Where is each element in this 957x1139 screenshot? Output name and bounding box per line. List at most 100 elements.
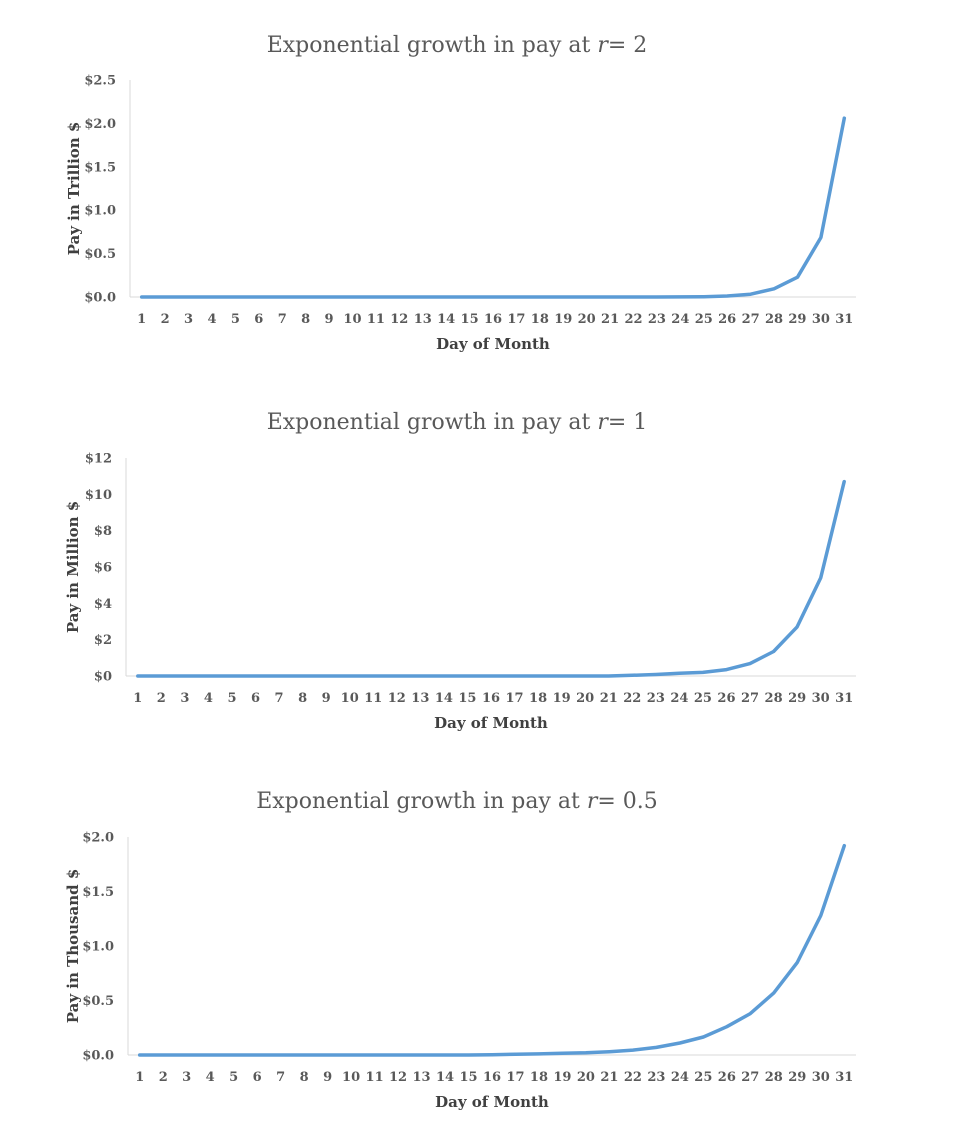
y-tick-label: $2.5 [84, 74, 116, 89]
x-tick-label: 14 [436, 1070, 454, 1085]
x-tick-label: 30 [812, 691, 830, 706]
x-tick-label: 17 [506, 1070, 524, 1085]
x-tick-label: 7 [276, 1070, 285, 1085]
x-tick-label: 25 [694, 1070, 712, 1085]
x-tick-label: 6 [251, 691, 260, 706]
x-tick-label: 4 [204, 691, 213, 706]
x-tick-label: 18 [530, 1070, 548, 1085]
x-tick-label: 31 [835, 691, 853, 706]
x-tick-label: 9 [322, 691, 331, 706]
x-tick-label: 2 [161, 312, 170, 327]
x-tick-label: 11 [364, 691, 382, 706]
x-tick-label: 27 [741, 1070, 759, 1085]
x-tick-label: 4 [206, 1070, 215, 1085]
y-axis-label: Pay in Trillion $ [65, 122, 83, 256]
x-tick-label: 12 [388, 691, 406, 706]
x-tick-label: 30 [812, 312, 830, 327]
x-tick-label: 9 [323, 1070, 332, 1085]
y-tick-label: $2 [94, 633, 112, 648]
x-tick-label: 15 [461, 312, 479, 327]
series-line [136, 479, 846, 678]
x-tick-label: 28 [765, 1070, 783, 1085]
x-tick-label: 26 [718, 312, 736, 327]
x-tick-label: 25 [694, 691, 712, 706]
y-tick-label: $1.5 [84, 160, 116, 175]
chart-r2: Exponential growth in pay at r= 2 $0.0 $0.… [0, 10, 957, 380]
x-tick-label: 11 [366, 1070, 384, 1085]
x-tick-label: 8 [298, 691, 307, 706]
chart-r1: Exponential growth in pay at r= 1 $0 $2 $4 $… [0, 389, 957, 759]
y-tick-label: $0.0 [84, 291, 116, 306]
x-tick-label: 27 [741, 691, 759, 706]
x-tick-label: 3 [182, 1070, 191, 1085]
x-tick-label: 23 [648, 312, 666, 327]
x-tick-label: 17 [507, 312, 525, 327]
x-tick-label: 1 [137, 312, 146, 327]
x-tick-label: 13 [414, 312, 432, 327]
x-tick-label: 29 [788, 1070, 806, 1085]
chart-title: Exponential growth in pay at r= 1 [267, 410, 648, 435]
x-tick-label: 24 [671, 1070, 689, 1085]
y-tick-label: $1.0 [84, 204, 116, 219]
chart-r05: Exponential growth in pay at r= 0.5 $0.0 $… [0, 768, 957, 1138]
x-tick-label: 14 [437, 312, 455, 327]
y-tick-label: $0 [94, 670, 112, 685]
x-tick-label: 14 [435, 691, 453, 706]
x-axis-label: Day of Month [436, 335, 550, 353]
x-tick-label: 22 [623, 691, 641, 706]
y-tick-label: $2.0 [84, 117, 116, 132]
x-tick-label: 29 [788, 691, 806, 706]
x-tick-label: 29 [788, 312, 806, 327]
x-tick-label: 20 [578, 312, 596, 327]
x-tick-label: 12 [390, 312, 408, 327]
x-tick-label: 28 [765, 312, 783, 327]
x-tick-label: 5 [231, 312, 240, 327]
series-line [139, 116, 847, 299]
y-tick-label: $1.0 [82, 940, 114, 955]
x-tick-label: 23 [647, 1070, 665, 1085]
x-tick-label: 6 [254, 312, 263, 327]
x-tick-label: 22 [624, 312, 642, 327]
x-tick-label: 6 [253, 1070, 262, 1085]
y-tick-label: $10 [85, 488, 112, 503]
x-tick-label: 9 [325, 312, 334, 327]
x-tick-label: 5 [227, 691, 236, 706]
x-tick-label: 23 [647, 691, 665, 706]
x-tick-label: 16 [483, 1070, 501, 1085]
x-tick-label: 16 [484, 312, 502, 327]
x-tick-label: 18 [529, 691, 547, 706]
y-axis-label: Pay in Million $ [64, 501, 82, 633]
chart-svg: Exponential growth in pay at r= 2 $0.0 $0.… [65, 33, 856, 353]
y-axis-label: Pay in Thousand $ [64, 869, 82, 1024]
x-tick-label: 12 [389, 1070, 407, 1085]
y-tick-label: $12 [85, 452, 112, 467]
x-tick-label: 24 [670, 691, 688, 706]
x-tick-label: 20 [576, 691, 594, 706]
x-tick-label: 8 [300, 1070, 309, 1085]
chart-svg: Exponential growth in pay at r= 1 $0 $2 $4 $… [64, 410, 856, 732]
y-tick-label: $0.0 [82, 1049, 114, 1064]
x-tick-label: 21 [600, 691, 618, 706]
x-axis-label: Day of Month [434, 714, 548, 732]
x-tick-label: 31 [835, 312, 853, 327]
y-tick-label: $6 [94, 561, 112, 576]
x-tick-label: 28 [765, 691, 783, 706]
x-tick-label: 13 [413, 1070, 431, 1085]
chart-svg: Exponential growth in pay at r= 0.5 $0.0 $… [64, 789, 856, 1111]
chart-title: Exponential growth in pay at r= 2 [267, 33, 648, 58]
x-tick-label: 24 [671, 312, 689, 327]
x-tick-label: 2 [159, 1070, 168, 1085]
x-tick-label: 3 [180, 691, 189, 706]
x-tick-label: 30 [812, 1070, 830, 1085]
y-tick-label: $0.5 [84, 247, 116, 262]
x-tick-label: 31 [835, 1070, 853, 1085]
x-tick-label: 5 [229, 1070, 238, 1085]
x-tick-label: 10 [341, 691, 359, 706]
x-axis-label: Day of Month [435, 1093, 549, 1111]
x-tick-label: 1 [133, 691, 142, 706]
x-tick-label: 10 [342, 1070, 360, 1085]
series-line [137, 843, 847, 1057]
x-tick-label: 3 [184, 312, 193, 327]
x-tick-label: 18 [531, 312, 549, 327]
x-tick-label: 21 [601, 312, 619, 327]
